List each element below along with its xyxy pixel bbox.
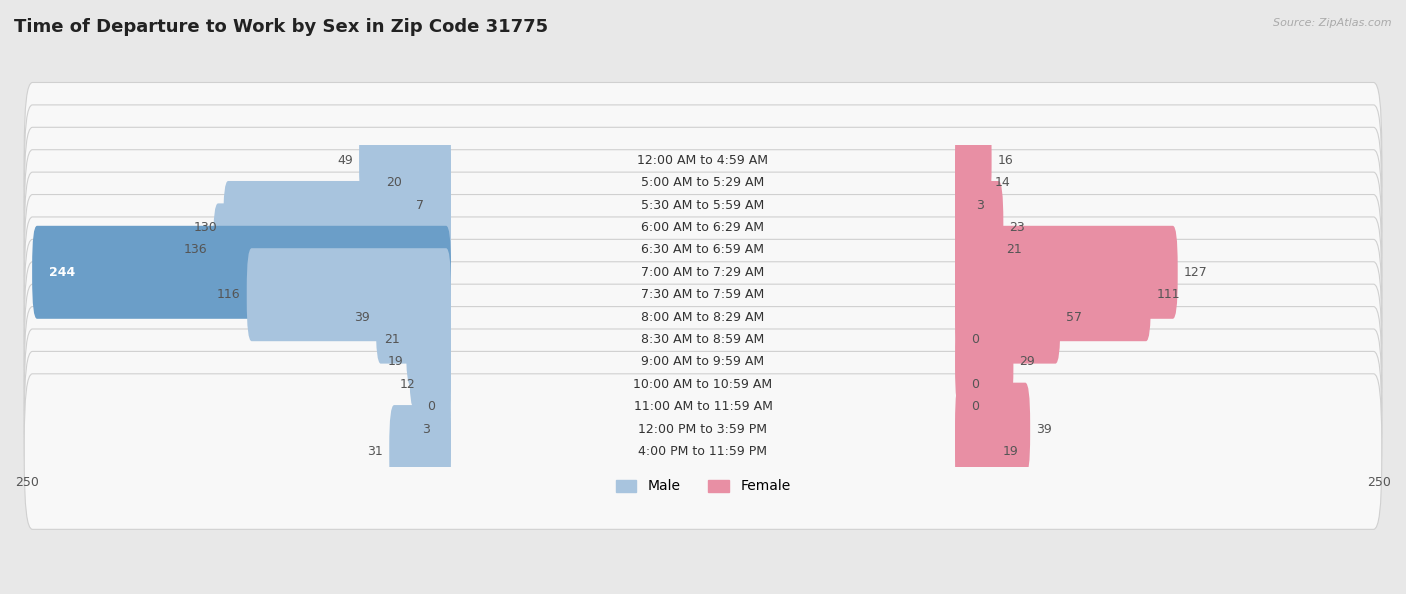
FancyBboxPatch shape (224, 181, 451, 274)
Text: 8:30 AM to 8:59 AM: 8:30 AM to 8:59 AM (641, 333, 765, 346)
Text: 14: 14 (994, 176, 1010, 189)
FancyBboxPatch shape (24, 150, 1382, 305)
FancyBboxPatch shape (955, 248, 1152, 341)
FancyBboxPatch shape (24, 127, 1382, 283)
FancyBboxPatch shape (422, 338, 451, 431)
FancyBboxPatch shape (955, 271, 1060, 364)
Text: 21: 21 (384, 333, 401, 346)
Text: 0: 0 (427, 400, 436, 413)
FancyBboxPatch shape (24, 195, 1382, 350)
FancyBboxPatch shape (409, 315, 451, 409)
FancyBboxPatch shape (359, 113, 451, 207)
FancyBboxPatch shape (24, 284, 1382, 440)
Text: 19: 19 (1002, 445, 1018, 458)
FancyBboxPatch shape (214, 203, 451, 296)
Text: 5:30 AM to 5:59 AM: 5:30 AM to 5:59 AM (641, 198, 765, 211)
FancyBboxPatch shape (24, 217, 1382, 372)
Text: 7:00 AM to 7:29 AM: 7:00 AM to 7:29 AM (641, 266, 765, 279)
Text: 7:30 AM to 7:59 AM: 7:30 AM to 7:59 AM (641, 288, 765, 301)
Text: Time of Departure to Work by Sex in Zip Code 31775: Time of Departure to Work by Sex in Zip … (14, 18, 548, 36)
FancyBboxPatch shape (24, 329, 1382, 485)
Text: 39: 39 (1036, 423, 1052, 435)
FancyBboxPatch shape (406, 293, 451, 386)
Text: 57: 57 (1066, 311, 1083, 324)
FancyBboxPatch shape (955, 113, 991, 207)
Text: 23: 23 (1010, 221, 1025, 234)
FancyBboxPatch shape (955, 315, 1014, 409)
Text: 0: 0 (970, 378, 979, 391)
Text: 111: 111 (1157, 288, 1181, 301)
Text: Source: ZipAtlas.com: Source: ZipAtlas.com (1274, 18, 1392, 28)
Text: 5:00 AM to 5:29 AM: 5:00 AM to 5:29 AM (641, 176, 765, 189)
Text: 9:00 AM to 9:59 AM: 9:00 AM to 9:59 AM (641, 355, 765, 368)
FancyBboxPatch shape (24, 374, 1382, 529)
Text: 6:30 AM to 6:59 AM: 6:30 AM to 6:59 AM (641, 244, 765, 257)
Text: 10:00 AM to 10:59 AM: 10:00 AM to 10:59 AM (634, 378, 772, 391)
Text: 29: 29 (1019, 355, 1035, 368)
Text: 21: 21 (1005, 244, 1022, 257)
FancyBboxPatch shape (24, 262, 1382, 417)
FancyBboxPatch shape (408, 136, 451, 229)
FancyBboxPatch shape (955, 159, 970, 252)
Text: 4:00 PM to 11:59 PM: 4:00 PM to 11:59 PM (638, 445, 768, 458)
Text: 16: 16 (997, 154, 1014, 167)
Text: 116: 116 (217, 288, 240, 301)
Text: 49: 49 (337, 154, 353, 167)
Text: 12:00 AM to 4:59 AM: 12:00 AM to 4:59 AM (637, 154, 769, 167)
FancyBboxPatch shape (955, 383, 1031, 476)
Text: 39: 39 (354, 311, 370, 324)
Text: 6:00 AM to 6:29 AM: 6:00 AM to 6:29 AM (641, 221, 765, 234)
Text: 0: 0 (970, 333, 979, 346)
FancyBboxPatch shape (955, 181, 1004, 274)
Text: 7: 7 (416, 198, 423, 211)
Text: 130: 130 (194, 221, 218, 234)
FancyBboxPatch shape (32, 226, 451, 319)
Text: 0: 0 (970, 400, 979, 413)
FancyBboxPatch shape (24, 307, 1382, 462)
FancyBboxPatch shape (429, 159, 451, 252)
Text: 244: 244 (49, 266, 75, 279)
Text: 19: 19 (388, 355, 404, 368)
FancyBboxPatch shape (955, 405, 997, 498)
Text: 3: 3 (422, 423, 430, 435)
FancyBboxPatch shape (24, 83, 1382, 238)
Text: 12: 12 (399, 378, 415, 391)
FancyBboxPatch shape (24, 105, 1382, 260)
FancyBboxPatch shape (246, 248, 451, 341)
FancyBboxPatch shape (436, 383, 451, 476)
FancyBboxPatch shape (955, 136, 988, 229)
FancyBboxPatch shape (375, 271, 451, 364)
FancyBboxPatch shape (24, 239, 1382, 395)
Text: 11:00 AM to 11:59 AM: 11:00 AM to 11:59 AM (634, 400, 772, 413)
Text: 8:00 AM to 8:29 AM: 8:00 AM to 8:29 AM (641, 311, 765, 324)
Legend: Male, Female: Male, Female (610, 474, 796, 499)
FancyBboxPatch shape (955, 226, 1178, 319)
Text: 3: 3 (976, 198, 984, 211)
Text: 20: 20 (385, 176, 402, 189)
Text: 31: 31 (367, 445, 384, 458)
FancyBboxPatch shape (24, 352, 1382, 507)
FancyBboxPatch shape (24, 172, 1382, 328)
FancyBboxPatch shape (389, 405, 451, 498)
Text: 12:00 PM to 3:59 PM: 12:00 PM to 3:59 PM (638, 423, 768, 435)
Text: 127: 127 (1184, 266, 1208, 279)
FancyBboxPatch shape (955, 203, 1000, 296)
Text: 136: 136 (184, 244, 207, 257)
